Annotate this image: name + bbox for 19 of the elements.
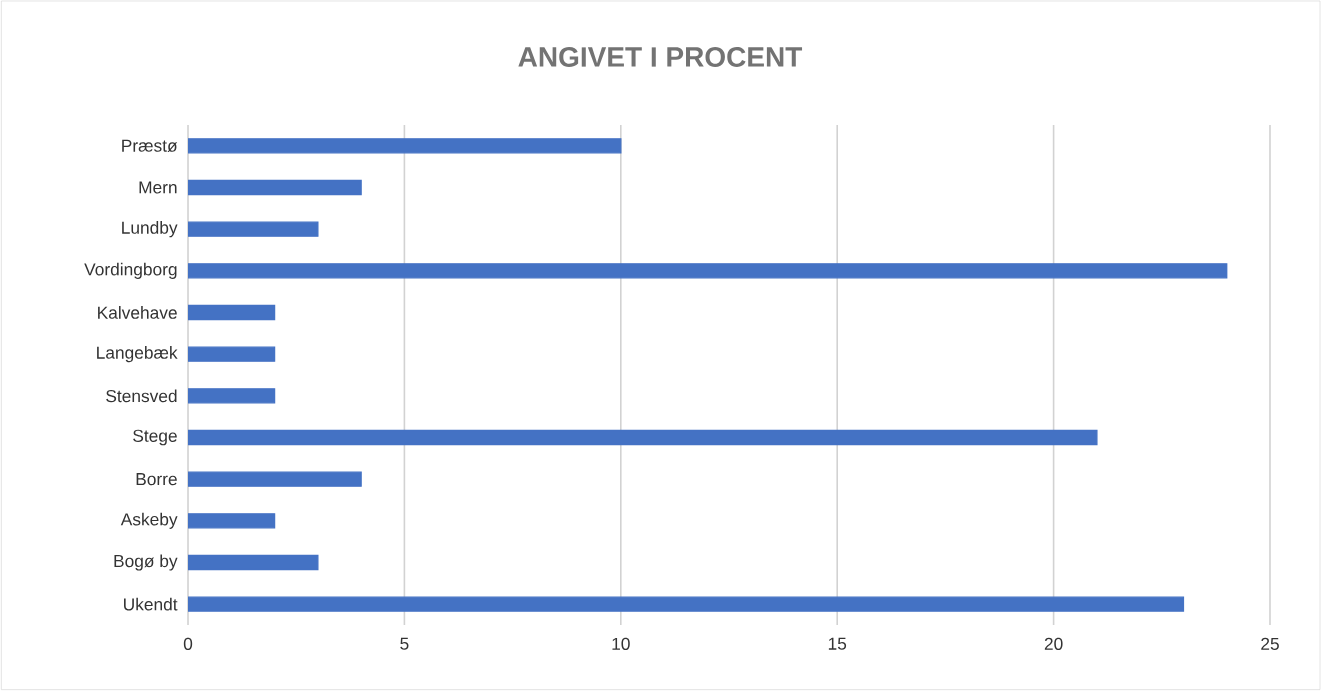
y-tick-label: Lundby bbox=[122, 221, 178, 238]
y-tick-label: Kalvehave bbox=[98, 306, 177, 319]
y-tick-label: Vordingborg bbox=[84, 262, 177, 279]
x-tick-label: 0 bbox=[183, 637, 193, 650]
y-tick-label: Stensved bbox=[106, 389, 177, 403]
y-tick-label: Langebæk bbox=[97, 346, 178, 363]
y-tick-label: Ukendt bbox=[124, 597, 178, 611]
y-tick-label: Bogø by bbox=[114, 554, 178, 571]
x-tick-label: 15 bbox=[828, 637, 847, 650]
y-tick-label: Askeby bbox=[120, 512, 178, 529]
x-tick-label: 25 bbox=[1261, 637, 1279, 650]
x-tick-label: 20 bbox=[1044, 637, 1063, 650]
y-tick-label: Præstø bbox=[122, 139, 178, 152]
chart-title: ANGIVET I PROCENT bbox=[518, 47, 803, 67]
y-tick-label: Mern bbox=[139, 181, 177, 194]
x-tick-label: 10 bbox=[612, 637, 630, 650]
y-tick-label: Stege bbox=[133, 429, 177, 446]
x-tick-label: 5 bbox=[400, 637, 409, 650]
y-tick-label: Borre bbox=[136, 473, 177, 486]
